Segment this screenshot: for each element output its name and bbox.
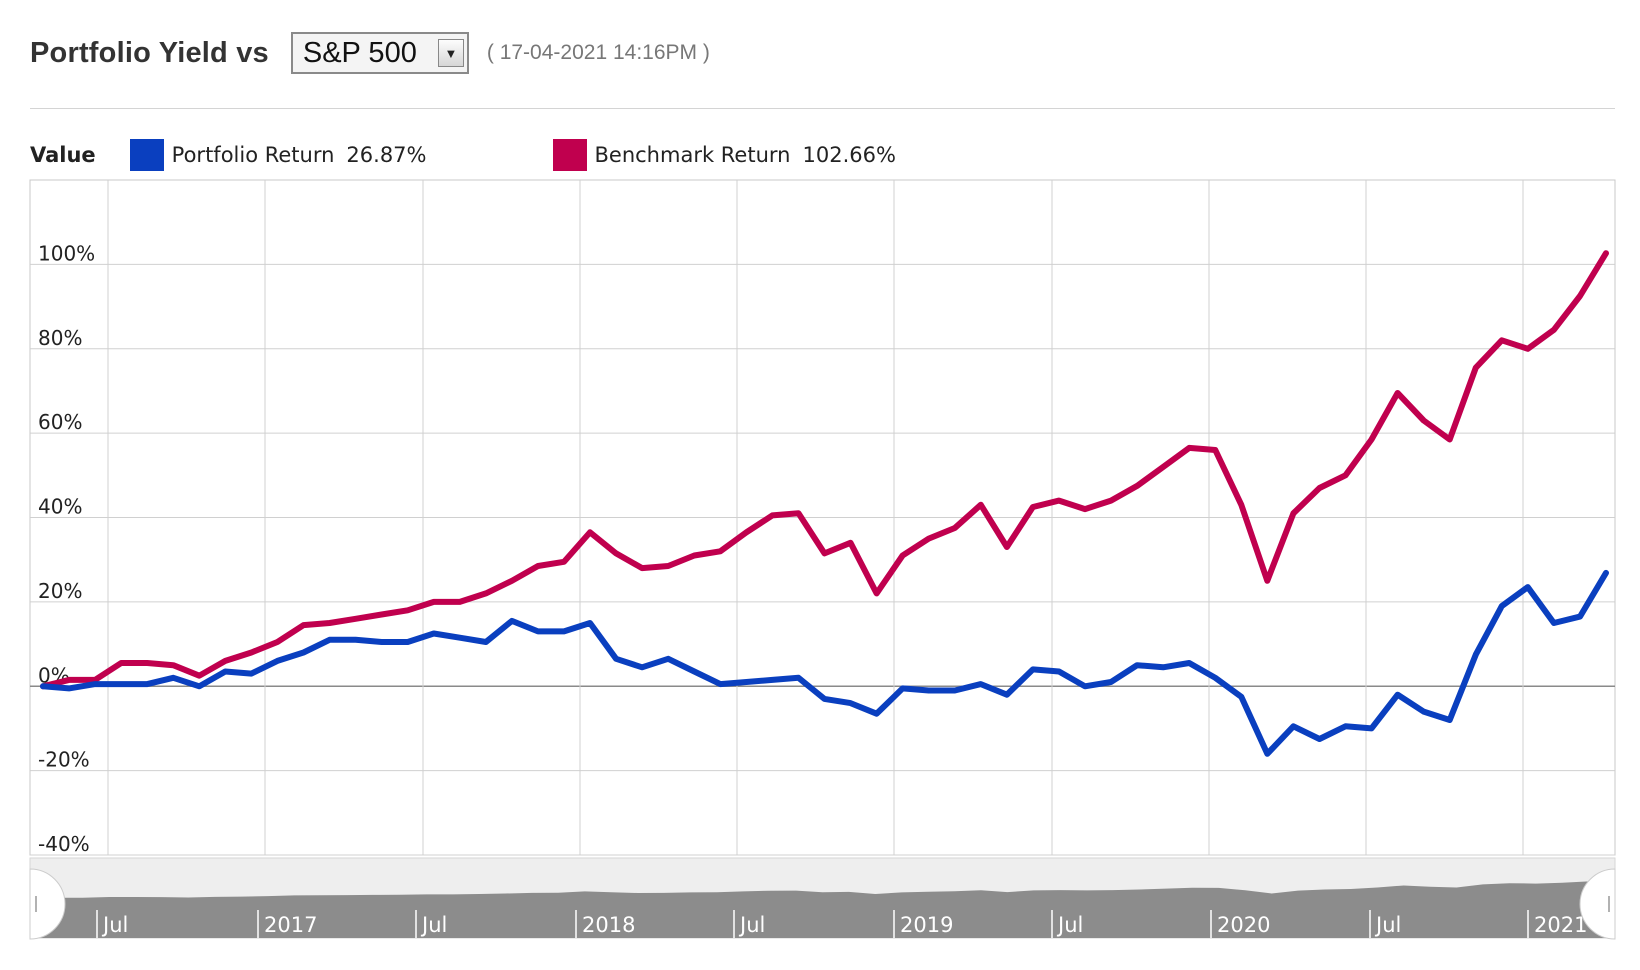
navigator-tick-label: Jul bbox=[420, 913, 447, 937]
benchmark-select[interactable]: S&P 500 ▼ bbox=[290, 32, 469, 74]
page-title: Portfolio Yield vs bbox=[30, 36, 269, 69]
navigator-tick-label: Jul bbox=[101, 913, 128, 937]
legend-value-portfolio: 26.87% bbox=[346, 143, 427, 167]
benchmark-select-value: S&P 500 bbox=[302, 36, 417, 69]
y-tick-label: 60% bbox=[38, 410, 82, 434]
navigator-tick-label: Jul bbox=[738, 913, 765, 937]
series-lines bbox=[40, 250, 1609, 757]
y-tick-label: 40% bbox=[38, 495, 82, 519]
navigator-axis-band bbox=[30, 910, 1615, 938]
timestamp: ( 17-04-2021 14:16PM ) bbox=[486, 41, 710, 64]
legend-swatch-portfolio bbox=[129, 139, 164, 171]
range-navigator: Jul 2017 Jul 2018 Jul 2019 Jul 2020 Jul 2021 bbox=[29, 857, 1616, 940]
chart-legend: Value Portfolio Return 26.87% Benchmark … bbox=[30, 138, 896, 172]
legend-value-benchmark: 102.66% bbox=[802, 143, 896, 167]
y-tick-label: 20% bbox=[38, 579, 82, 603]
chart-header: Portfolio Yield vs S&P 500 ▼ ( 17-04-202… bbox=[30, 28, 710, 78]
legend-title: Value bbox=[30, 143, 96, 167]
legend-item-benchmark[interactable]: Benchmark Return 102.66% bbox=[552, 139, 896, 171]
legend-item-portfolio[interactable]: Portfolio Return 26.87% bbox=[129, 139, 427, 171]
header-divider bbox=[30, 108, 1615, 109]
y-tick-label: 80% bbox=[38, 326, 82, 350]
y-tick-label: -40% bbox=[38, 832, 90, 856]
navigator-tick-label: Jul bbox=[1056, 913, 1083, 937]
series-line-portfolio-return bbox=[40, 569, 1609, 757]
chart-grid bbox=[29, 179, 1616, 856]
navigator-right-handle[interactable] bbox=[1579, 868, 1616, 940]
y-axis-labels: 100%80%60%40%20%0%-20%-40% bbox=[38, 241, 95, 856]
chevron-down-icon[interactable]: ▼ bbox=[437, 39, 464, 67]
navigator-tick-label: Jul bbox=[1374, 913, 1401, 937]
y-tick-label: 100% bbox=[38, 241, 95, 265]
legend-label-portfolio: Portfolio Return bbox=[171, 143, 335, 167]
legend-label-benchmark: Benchmark Return bbox=[594, 143, 791, 167]
navigator-tick-label: 2018 bbox=[582, 913, 635, 937]
y-tick-label: -20% bbox=[38, 748, 90, 772]
navigator-tick-label: 2019 bbox=[900, 913, 953, 937]
navigator-left-handle[interactable] bbox=[29, 868, 66, 940]
navigator-tick-label: 2021 bbox=[1534, 913, 1587, 937]
navigator-tick-label: 2017 bbox=[264, 913, 317, 937]
legend-swatch-benchmark bbox=[552, 139, 587, 171]
navigator-tick-label: 2020 bbox=[1217, 913, 1270, 937]
series-line-benchmark-return bbox=[40, 250, 1609, 690]
